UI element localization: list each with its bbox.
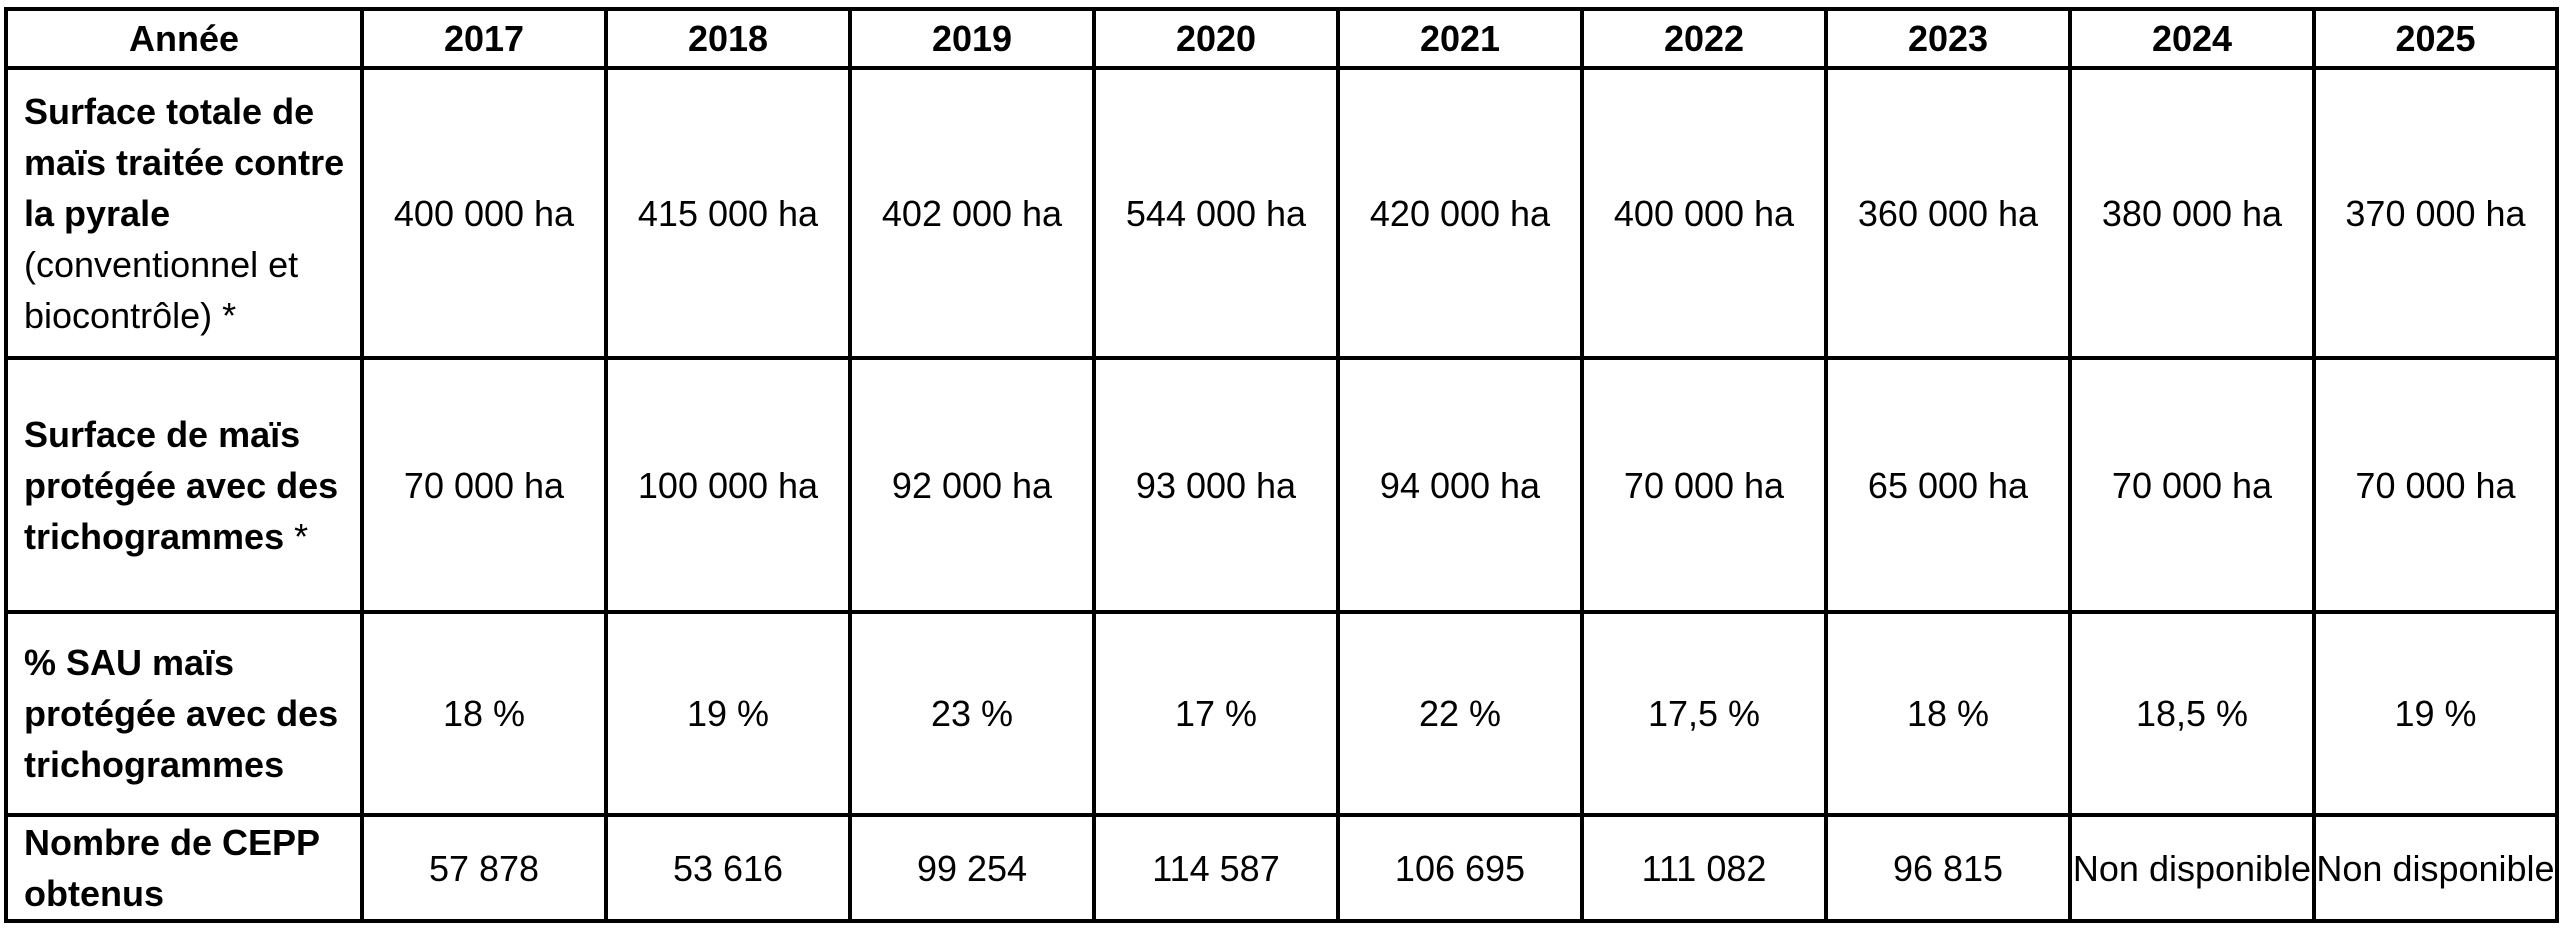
table-cell: 99 254 [848,813,1096,923]
header-cell-2025: 2025 [2312,7,2559,70]
table-cell: 402 000 ha [848,66,1096,360]
table-cell: 96 815 [1824,813,2072,923]
row-label: % SAU maïs protégée avec des trichogramm… [4,610,364,817]
table-row-pct-sau: % SAU maïs protégée avec des trichogramm… [4,610,2559,817]
table-cell: 415 000 ha [604,66,852,360]
table-row-cepp: Nombre de CEPP obtenus 57 878 53 616 99 … [4,813,2559,923]
header-cell-2022: 2022 [1580,7,1828,70]
header-cell-2024: 2024 [2068,7,2316,70]
table-cell: 114 587 [1092,813,1340,923]
row-label-bold: Surface totale de maïs traitée contre la… [24,90,345,234]
row-label-bold: % SAU maïs protégée avec des trichogramm… [24,642,339,785]
table-cell: Non disponible [2312,813,2559,923]
table-cell: 70 000 ha [2068,356,2316,614]
table-cell: 17,5 % [1580,610,1828,817]
row-label: Surface totale de maïs traitée contre la… [4,66,364,360]
header-cell-2017: 2017 [360,7,608,70]
header-cell-2021: 2021 [1336,7,1584,70]
table-cell: 380 000 ha [2068,66,2316,360]
row-label-note: (conventionnel et biocontrôle) * [24,243,299,336]
table-cell: 22 % [1336,610,1584,817]
header-cell-2023: 2023 [1824,7,2072,70]
table-cell: 18 % [360,610,608,817]
table-cell: 94 000 ha [1336,356,1584,614]
table-cell: 70 000 ha [360,356,608,614]
header-cell-2019: 2019 [848,7,1096,70]
row-label: Surface de maïs protégée avec des tricho… [4,356,364,614]
table-cell: 19 % [604,610,852,817]
table-cell: 100 000 ha [604,356,852,614]
row-label-bold: Surface de maïs protégée avec des tricho… [24,413,339,557]
table-cell: 57 878 [360,813,608,923]
header-row: Année 2017 2018 2019 2020 2021 2022 2023… [4,7,2559,70]
header-cell-2020: 2020 [1092,7,1340,70]
table-row-surface-trichogrammes: Surface de maïs protégée avec des tricho… [4,356,2559,614]
table-cell: 23 % [848,610,1096,817]
row-label-note: * [284,515,309,557]
table-cell: 400 000 ha [360,66,608,360]
table-cell: 18,5 % [2068,610,2316,817]
data-table: Année 2017 2018 2019 2020 2021 2022 2023… [4,7,2559,923]
header-cell-annee: Année [4,7,364,70]
row-label: Nombre de CEPP obtenus [4,813,364,923]
table-cell: 544 000 ha [1092,66,1340,360]
header-cell-2018: 2018 [604,7,852,70]
table-cell: 106 695 [1336,813,1584,923]
table-row-surface-totale: Surface totale de maïs traitée contre la… [4,66,2559,360]
table-cell: 53 616 [604,813,852,923]
table-cell: 65 000 ha [1824,356,2072,614]
table-cell: 111 082 [1580,813,1828,923]
table-cell: 17 % [1092,610,1340,817]
table-cell: 19 % [2312,610,2559,817]
row-label-bold: Nombre de CEPP obtenus [24,822,320,914]
table-cell: 70 000 ha [1580,356,1828,614]
table-cell: 92 000 ha [848,356,1096,614]
table-cell: 93 000 ha [1092,356,1340,614]
table-cell: Non disponible [2068,813,2316,923]
table-cell: 18 % [1824,610,2072,817]
table-cell: 370 000 ha [2312,66,2559,360]
table-cell: 400 000 ha [1580,66,1828,360]
table-cell: 360 000 ha [1824,66,2072,360]
table-cell: 420 000 ha [1336,66,1584,360]
table-cell: 70 000 ha [2312,356,2559,614]
